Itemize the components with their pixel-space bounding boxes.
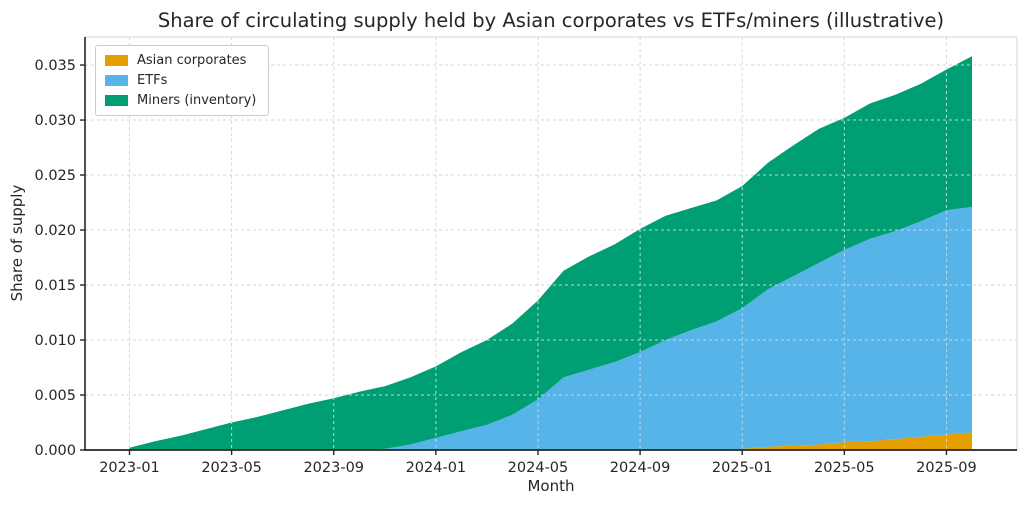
y-tick-label: 0.015 <box>34 278 76 294</box>
x-axis-label: Month <box>527 477 575 495</box>
legend-item-label: Asian corporates <box>137 53 247 68</box>
x-tick-label: 2023-05 <box>201 460 262 476</box>
x-tick-label: 2024-01 <box>406 460 467 476</box>
x-tick-label: 2024-05 <box>508 460 569 476</box>
area-etfs <box>129 206 972 450</box>
x-tick-label: 2025-05 <box>814 460 875 476</box>
legend-swatch-icon <box>105 95 128 106</box>
area-miners-inventory <box>129 56 972 450</box>
legend-item-2: Miners (inventory) <box>105 93 256 108</box>
legend-item-1: ETFs <box>105 73 256 88</box>
legend-item-label: ETFs <box>137 73 168 88</box>
legend: Asian corporates ETFs Miners (inventory) <box>95 45 270 116</box>
x-tick-label: 2025-01 <box>712 460 773 476</box>
y-tick-label: 0.020 <box>34 223 76 239</box>
area-asian-corporates <box>129 432 972 450</box>
y-tick-label: 0.025 <box>34 168 76 184</box>
y-tick-label: 0.035 <box>34 58 76 74</box>
y-axis-label: Share of supply <box>8 184 26 302</box>
y-tick-label: 0.030 <box>34 113 76 129</box>
legend-item-0: Asian corporates <box>105 53 256 68</box>
x-tick-label: 2025-09 <box>916 460 977 476</box>
legend-swatch-icon <box>105 55 128 66</box>
legend-swatch-icon <box>105 75 128 86</box>
y-tick-label: 0.005 <box>34 388 76 404</box>
x-tick-label: 2023-01 <box>99 460 160 476</box>
y-tick-label: 0.010 <box>34 333 76 349</box>
x-tick-label: 2024-09 <box>610 460 671 476</box>
x-tick-label: 2023-09 <box>303 460 364 476</box>
y-tick-label: 0.000 <box>34 443 76 459</box>
legend-item-label: Miners (inventory) <box>137 93 257 108</box>
chart-title: Share of circulating supply held by Asia… <box>157 9 945 32</box>
